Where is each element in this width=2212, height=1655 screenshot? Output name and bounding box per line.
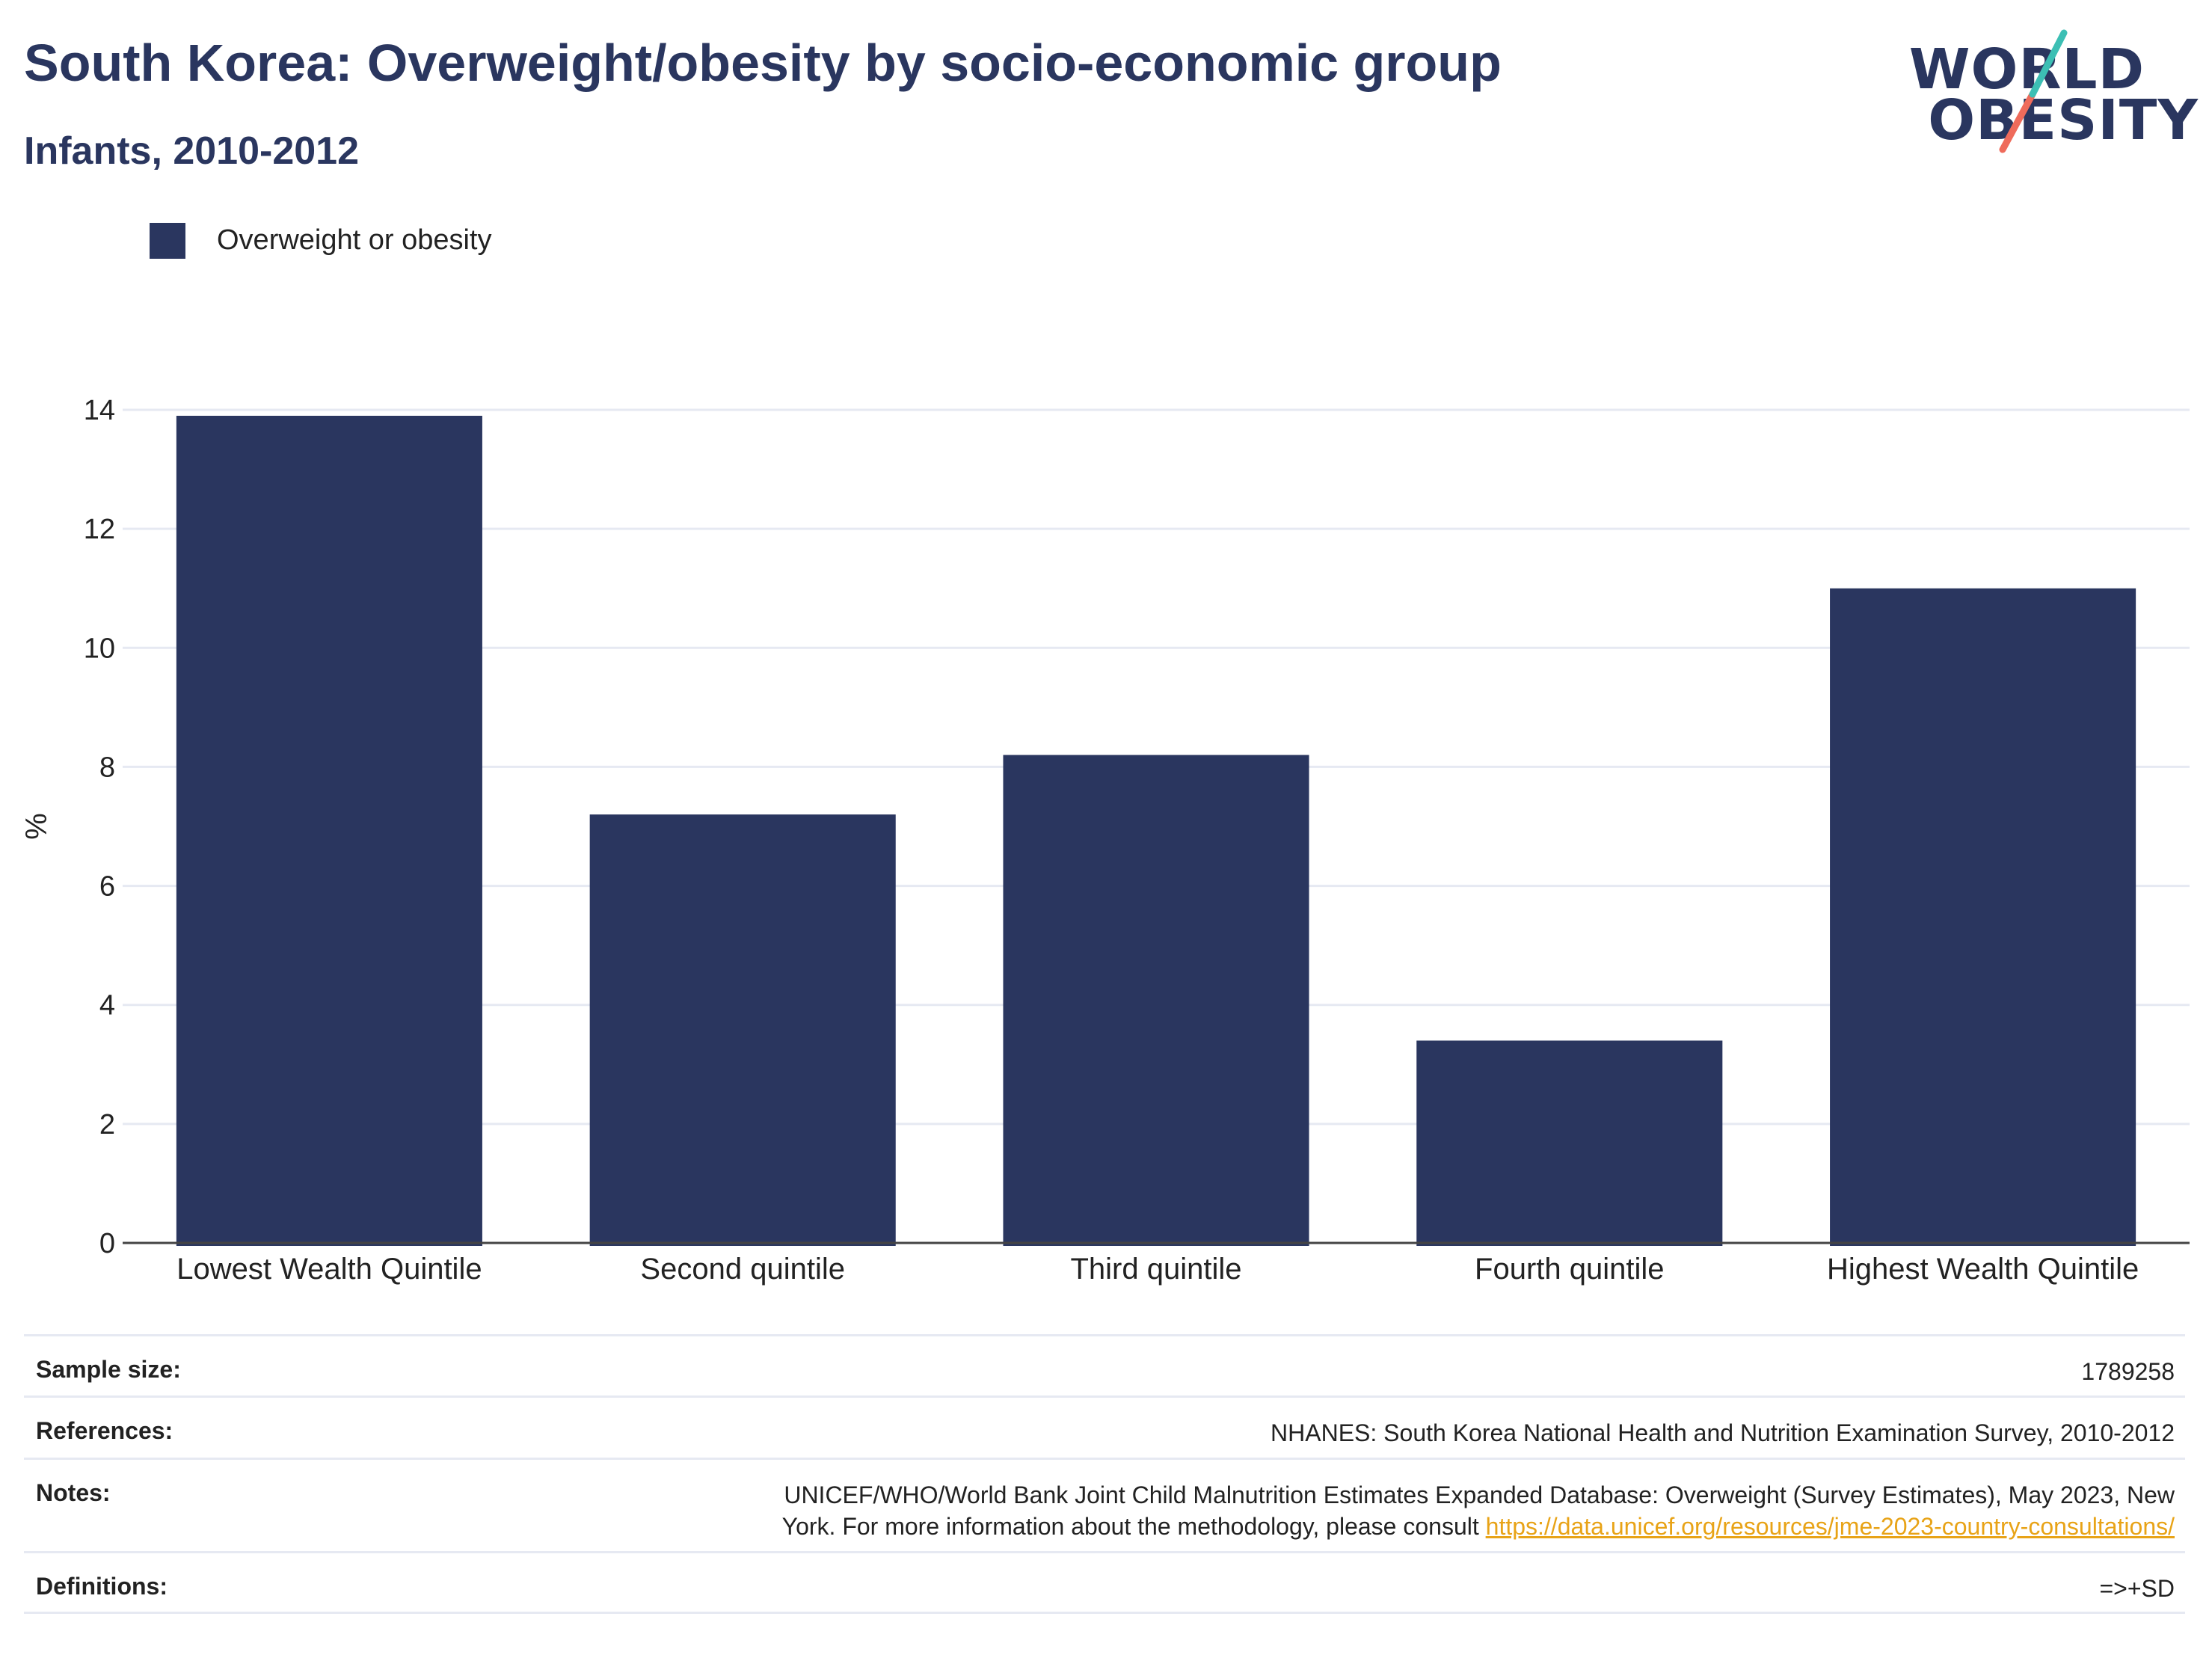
info-row-definitions: Definitions: =>+SD (24, 1551, 2185, 1614)
references-value: NHANES: South Korea National Health and … (1271, 1419, 2175, 1446)
y-tick-label: 8 (99, 752, 115, 783)
bar (589, 814, 896, 1246)
bar (1830, 588, 2136, 1246)
notes-label: Notes: (36, 1479, 111, 1506)
y-tick-label: 6 (99, 871, 115, 903)
info-row-references: References: NHANES: South Korea National… (24, 1395, 2185, 1458)
y-tick-label: 14 (84, 395, 115, 426)
world-obesity-logo: WORLD OBESITY (1909, 22, 2199, 157)
sample-size-label: Sample size: (36, 1356, 181, 1383)
definitions-label: Definitions: (36, 1573, 168, 1600)
definitions-value: =>+SD (2099, 1575, 2175, 1602)
bar (176, 415, 482, 1246)
chart-title: South Korea: Overweight/obesity by socio… (24, 34, 1502, 92)
logo-word-obesity: OBESITY (1928, 88, 2199, 153)
notes-line-1: UNICEF/WHO/World Bank Joint Child Malnut… (784, 1481, 2175, 1508)
y-tick-label: 0 (99, 1228, 115, 1259)
y-tick-label: 10 (84, 633, 115, 664)
chart-subtitle: Infants, 2010-2012 (24, 129, 360, 173)
references-label: References: (36, 1417, 173, 1444)
bar-chart: 0 2 4 6 8 10 12 14 Lowest Wealth Quintile Second … (20, 395, 2190, 1286)
legend-label: Overweight or obesity (217, 224, 492, 256)
x-tick-label: Second quintile (640, 1253, 845, 1286)
bar (1416, 1040, 1723, 1246)
info-table: Sample size: 1789258 References: NHANES:… (24, 1334, 2185, 1614)
logo-slash-icon (1999, 29, 2068, 153)
x-tick-label: Lowest Wealth Quintile (176, 1253, 482, 1286)
y-tick-label: 4 (99, 990, 115, 1022)
notes-line-2: York. For more information about the met… (781, 1513, 1486, 1540)
x-tick-label: Third quintile (1070, 1253, 1241, 1286)
methodology-link[interactable]: https://data.unicef.org/resources/jme-20… (1485, 1513, 2175, 1540)
logo-word-world: WORLD (1908, 37, 2145, 102)
notes-value: UNICEF/WHO/World Bank Joint Child Malnut… (782, 1479, 2175, 1542)
y-tick-label: 2 (99, 1109, 115, 1140)
x-tick-label: Fourth quintile (1475, 1253, 1664, 1286)
info-row-sample-size: Sample size: 1789258 (24, 1334, 2185, 1395)
y-tick-label: 12 (84, 514, 115, 545)
info-row-notes: Notes: UNICEF/WHO/World Bank Joint Child… (24, 1458, 2185, 1551)
bar (1003, 755, 1309, 1246)
legend-swatch (150, 223, 185, 259)
y-axis-title: % (20, 813, 53, 840)
x-tick-label: Highest Wealth Quintile (1827, 1253, 2139, 1286)
sample-size-value: 1789258 (2081, 1358, 2175, 1385)
